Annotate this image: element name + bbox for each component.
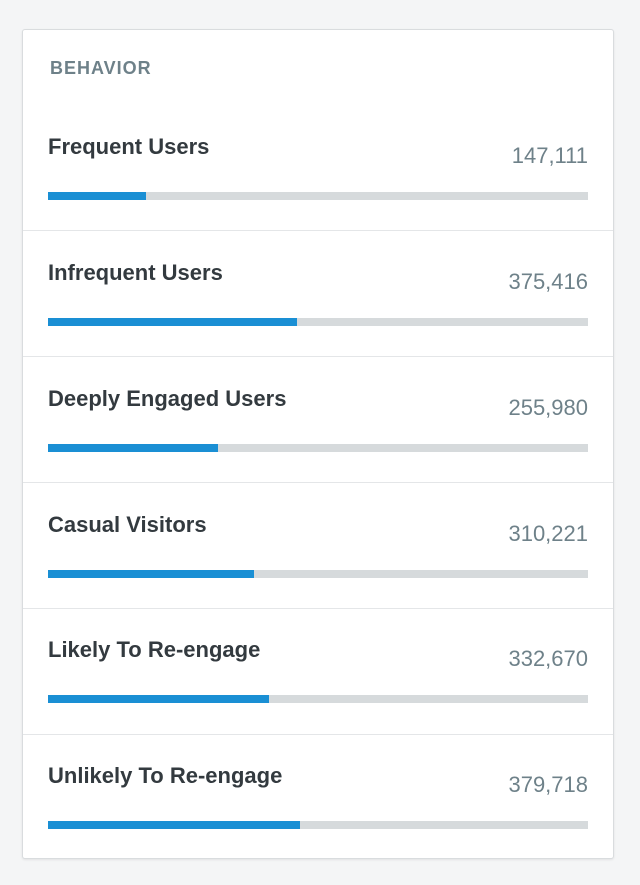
behavior-row: Unlikely To Re-engage 379,718 [23,734,613,860]
behavior-row: Deeply Engaged Users 255,980 [23,357,613,483]
segment-count: 147,111 [511,143,588,168]
progress-fill [48,318,297,326]
progress-fill [48,821,301,829]
progress-track [48,570,588,578]
behavior-row: Likely To Re-engage 332,670 [23,609,613,735]
segment-label: Likely To Re-engage [48,637,261,662]
behavior-row: Casual Visitors 310,221 [23,483,613,609]
segment-count: 379,718 [508,772,588,797]
progress-track [48,821,588,829]
segment-label: Infrequent Users [48,260,223,285]
segment-label: Casual Visitors [48,512,207,537]
progress-fill [48,444,218,452]
segment-count: 310,221 [508,521,588,546]
segment-label: Unlikely To Re-engage [48,763,283,788]
progress-fill [48,695,270,703]
progress-track [48,318,588,326]
segment-count: 332,670 [508,646,588,671]
behavior-card: BEHAVIOR Frequent Users 147,111 Infrequent… [22,29,614,859]
segment-count: 255,980 [508,395,588,420]
progress-track [48,192,588,200]
behavior-row: Frequent Users 147,111 [23,30,613,231]
progress-track [48,695,588,703]
card-title: BEHAVIOR [50,58,152,78]
segment-label: Frequent Users [48,134,210,159]
progress-fill [48,192,146,200]
progress-fill [48,570,255,578]
progress-track [48,444,588,452]
segment-count: 375,416 [508,269,588,294]
segment-label: Deeply Engaged Users [48,386,287,411]
behavior-row: Infrequent Users 375,416 [23,231,613,357]
